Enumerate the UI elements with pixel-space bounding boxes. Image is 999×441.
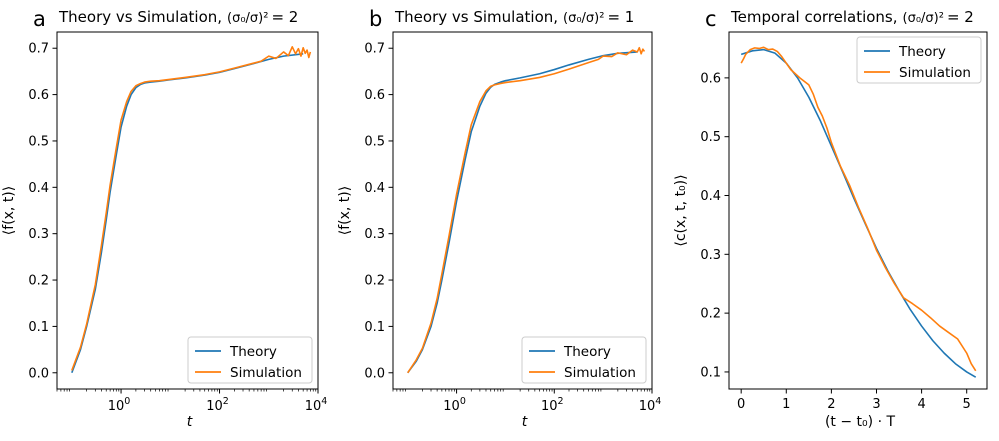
axes-frame (392, 31, 653, 390)
panel-title-math-value: = 2 (271, 8, 298, 26)
panel-title: Temporal correlations, (σ₀/σ)² = 2 (730, 8, 974, 26)
legend-label-simulation: Simulation (899, 65, 971, 81)
series-line-theory (407, 51, 638, 374)
panel-b: 100 102 1040.00.10.20.30.40.50.60.7t⟨f(x, … (337, 7, 661, 430)
x-axis-label: t (187, 414, 193, 430)
legend-label-theory: Theory (898, 44, 946, 60)
series-line-theory (740, 48, 977, 378)
x-tick-label-exponent: 4 (655, 396, 661, 407)
x-tick-label: 3 (872, 397, 880, 412)
y-tick-label: 0.3 (364, 227, 385, 242)
y-tick-label: 0.7 (364, 42, 385, 57)
y-axis-label: ⟨c(x, t, t₀)⟩ (673, 174, 689, 246)
series-line-simulation (407, 46, 646, 374)
x-tick-label-exponent: 4 (321, 396, 327, 407)
legend: Theory Simulation (187, 336, 313, 384)
legend: Theory Simulation (856, 36, 982, 84)
x-tick-label: 102 (541, 396, 564, 414)
panel-title-math-value: = 1 (607, 8, 634, 26)
x-tick-label: 100 (108, 396, 131, 414)
panel-title-text: Temporal correlations, (730, 8, 898, 26)
axes-frame (56, 31, 319, 390)
legend-label-simulation: Simulation (230, 365, 302, 381)
legend-label-simulation: Simulation (564, 365, 636, 381)
x-tick-label-base: 10 (108, 399, 125, 414)
x-axis-label: t (522, 414, 528, 430)
x-tick-label-exponent: 0 (124, 396, 130, 407)
x-tick-label: 1 (782, 397, 790, 412)
x-tick-label-exponent: 2 (223, 396, 229, 407)
y-tick-label: 0.5 (700, 130, 721, 145)
x-tick-label: 104 (639, 396, 662, 414)
y-tick-label: 0.2 (364, 274, 385, 289)
y-tick-label: 0.1 (364, 320, 385, 335)
legend-label-theory: Theory (229, 344, 277, 360)
x-tick-label: 104 (305, 396, 328, 414)
panel-title: Theory vs Simulation, (σ₀/σ)² = 2 (58, 8, 298, 26)
panel-title-math: (σ₀/σ)² (563, 11, 604, 26)
y-tick-label: 0.4 (364, 181, 385, 196)
y-tick-label: 0.6 (364, 88, 385, 103)
x-tick-label: 5 (963, 397, 971, 412)
y-tick-label: 0.2 (28, 274, 49, 289)
x-tick-label: 2 (827, 397, 835, 412)
y-tick-label: 0.5 (28, 134, 49, 149)
y-tick-label: 0.0 (364, 366, 385, 381)
x-tick-label: 100 (443, 396, 466, 414)
y-tick-label: 0.0 (28, 366, 49, 381)
panel-title-math: (σ₀/σ)² (903, 11, 944, 26)
y-tick-label: 0.7 (28, 42, 49, 57)
x-axis-label: (t − t₀) · T (825, 414, 895, 430)
y-tick-label: 0.3 (700, 248, 721, 263)
x-tick-label-base: 10 (639, 399, 656, 414)
panel-title-text: Theory vs Simulation, (394, 8, 558, 26)
x-tick-label-exponent: 0 (460, 396, 466, 407)
series-line-simulation (740, 46, 977, 372)
series-line-simulation (71, 46, 312, 371)
axes-frame (728, 31, 988, 390)
y-tick-label: 0.3 (28, 227, 49, 242)
y-tick-label: 0.1 (28, 320, 49, 335)
y-tick-label: 0.1 (700, 365, 721, 380)
x-tick-label: 4 (917, 397, 925, 412)
y-tick-label: 0.4 (28, 181, 49, 196)
x-tick-label-exponent: 2 (558, 396, 564, 407)
panel-letter: a (33, 7, 46, 31)
y-tick-label: 0.6 (700, 71, 721, 86)
panel-title-math-value: = 2 (947, 8, 974, 26)
legend: Theory Simulation (521, 336, 647, 384)
panel-letter: b (369, 7, 382, 31)
x-tick-label-base: 10 (305, 399, 322, 414)
y-tick-label: 0.4 (700, 189, 721, 204)
x-tick-label-base: 10 (206, 399, 223, 414)
panel-title-math: (σ₀/σ)² (227, 11, 268, 26)
panel-letter: c (705, 7, 717, 31)
x-tick-label: 0 (737, 397, 745, 412)
panel-title-text: Theory vs Simulation, (58, 8, 222, 26)
y-axis-label: ⟨f(x, t)⟩ (337, 186, 353, 235)
y-axis-label: ⟨f(x, t)⟩ (1, 186, 17, 235)
y-tick-label: 0.6 (28, 88, 49, 103)
panel-title: Theory vs Simulation, (σ₀/σ)² = 1 (394, 8, 634, 26)
panel-a: 100 102 1040.00.10.20.30.40.50.60.7t⟨f(x, … (1, 7, 327, 430)
x-tick-label-base: 10 (541, 399, 558, 414)
y-tick-label: 0.2 (700, 307, 721, 322)
x-tick-label: 102 (206, 396, 229, 414)
legend-label-theory: Theory (563, 344, 611, 360)
x-tick-label-base: 10 (443, 399, 460, 414)
y-tick-label: 0.5 (364, 134, 385, 149)
panel-c: 0 1 2 3 4 5 0.1 0.2 0.3 0.4 0.5 0.6 (t − t₀) · T ⟨c(x… (673, 7, 988, 430)
